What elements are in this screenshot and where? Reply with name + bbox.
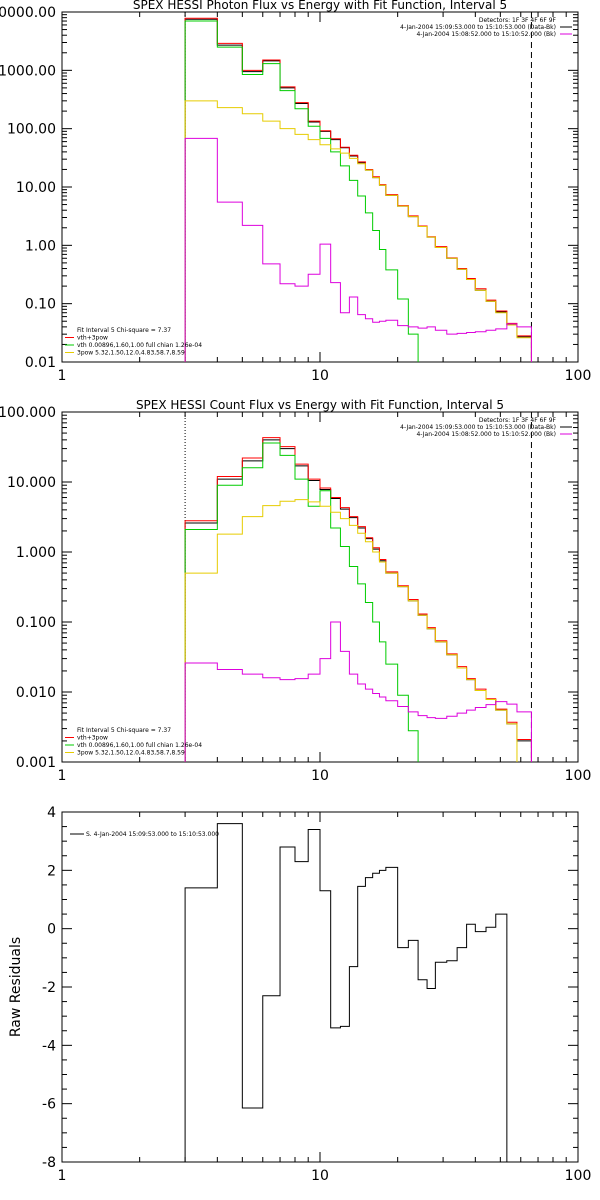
x-tick-label: 100 [565,368,592,384]
x-tick-label: 10 [311,368,329,384]
y-tick-label: -6 [42,1097,56,1113]
y-tick-label: 100.000 [0,405,56,421]
header-line-2: 4-Jan-2004 15:09:53.000 to 15:10:53.000 … [400,24,556,31]
y-tick-label: 0 [47,922,56,938]
series-red-step-line [184,17,532,362]
y-tick-label: 10.000 [7,475,56,491]
y-tick-label: 0.001 [16,755,56,771]
x-tick-label: 1 [58,368,67,384]
chart-panel-2: SPEX HESSI Count Flux vs Energy with Fit… [0,398,591,784]
series-yellow-step-line [184,100,532,362]
legend-entry-1: S. 4-Jan-2004 15:09:53.000 to 15:10:53.0… [86,831,219,838]
x-tick-label: 1 [58,768,67,784]
y-tick-label: -8 [42,1155,56,1171]
legend-entry-4: 3pow 5.32,1.50,12.0,4.83,58.7,8.59 [77,350,185,357]
chart-panel-3: 1 10 100 -8 -6 -4 -2 0 2 4 Raw Residuals S. 4-Jan-2… [8,805,591,1184]
series-group [184,17,532,362]
y-tick-label: -2 [42,980,56,996]
y-tick-label: -4 [42,1038,56,1054]
legend-entry-3: vth 0.00896,1.60,1.00 full chian 1.26e-0… [77,742,202,749]
chart-panel-1: SPEX HESSI Photon Flux vs Energy with Fi… [0,0,591,384]
x-tick-label: 10 [311,768,329,784]
series-magenta-step-line [184,621,532,762]
header-line-2: 4-Jan-2004 15:09:53.000 to 15:10:53.000 … [400,424,556,431]
y-tick-label: 10.00 [16,180,56,196]
legend-entry-3: vth 0.00896,1.60,1.00 full chian 1.26e-0… [77,342,202,349]
y-axis-label: Raw Residuals [8,937,24,1037]
legend-entry-1: Fit Interval 5 Chi-square = 7.37 [77,727,171,734]
y-tick-label: 1000.00 [0,63,56,79]
y-tick-label: 1.00 [25,238,56,254]
legend-entry-2: vth+3pow [77,335,108,342]
series-black-step-line [184,18,532,362]
header-line-1: Detectors: 1F 3F 4F 6F 9F [479,417,557,424]
series-red-step-line [184,437,532,762]
y-tick-label: 2 [47,863,56,879]
header-line-3: 4-Jan-2004 15:08:52.000 to 15:10:52.000 … [416,31,556,38]
plot-frame [61,11,579,363]
header-line-3: 4-Jan-2004 15:08:52.000 to 15:10:52.000 … [416,431,556,438]
chart-title: SPEX HESSI Count Flux vs Energy with Fit… [136,398,504,412]
y-tick-label: 0.010 [16,685,56,701]
series-group [184,823,508,1162]
legend-entry-1: Fit Interval 5 Chi-square = 7.37 [77,327,171,334]
y-tick-label: 100.00 [7,122,56,138]
series-group [184,437,532,762]
series-green-step-line [184,442,419,762]
legend-entry-4: 3pow 5.32,1.50,12.0,4.83,58.7,8.59 [77,750,185,757]
series-green-step-line [184,20,419,362]
legend-entry-2: vth+3pow [77,735,108,742]
series-black-step-line [184,439,532,762]
y-tick-label: 0.01 [25,355,56,371]
y-tick-label: 10000.00 [0,5,56,21]
x-tick-label: 10 [311,1168,329,1184]
y-tick-label: 1.000 [16,545,56,561]
y-tick-label: 4 [47,805,56,821]
chart-title: SPEX HESSI Photon Flux vs Energy with Fi… [133,0,507,12]
header-line-1: Detectors: 1F 3F 4F 6F 9F [479,17,557,24]
y-tick-label: 0.10 [25,297,56,313]
x-tick-label: 1 [58,1168,67,1184]
series-yellow-step-line [184,499,518,762]
series-magenta-step-line [184,137,532,362]
y-tick-label: 0.100 [16,615,56,631]
x-tick-label: 100 [565,768,592,784]
x-tick-label: 100 [565,1168,592,1184]
series-black-step-line [184,823,508,1162]
